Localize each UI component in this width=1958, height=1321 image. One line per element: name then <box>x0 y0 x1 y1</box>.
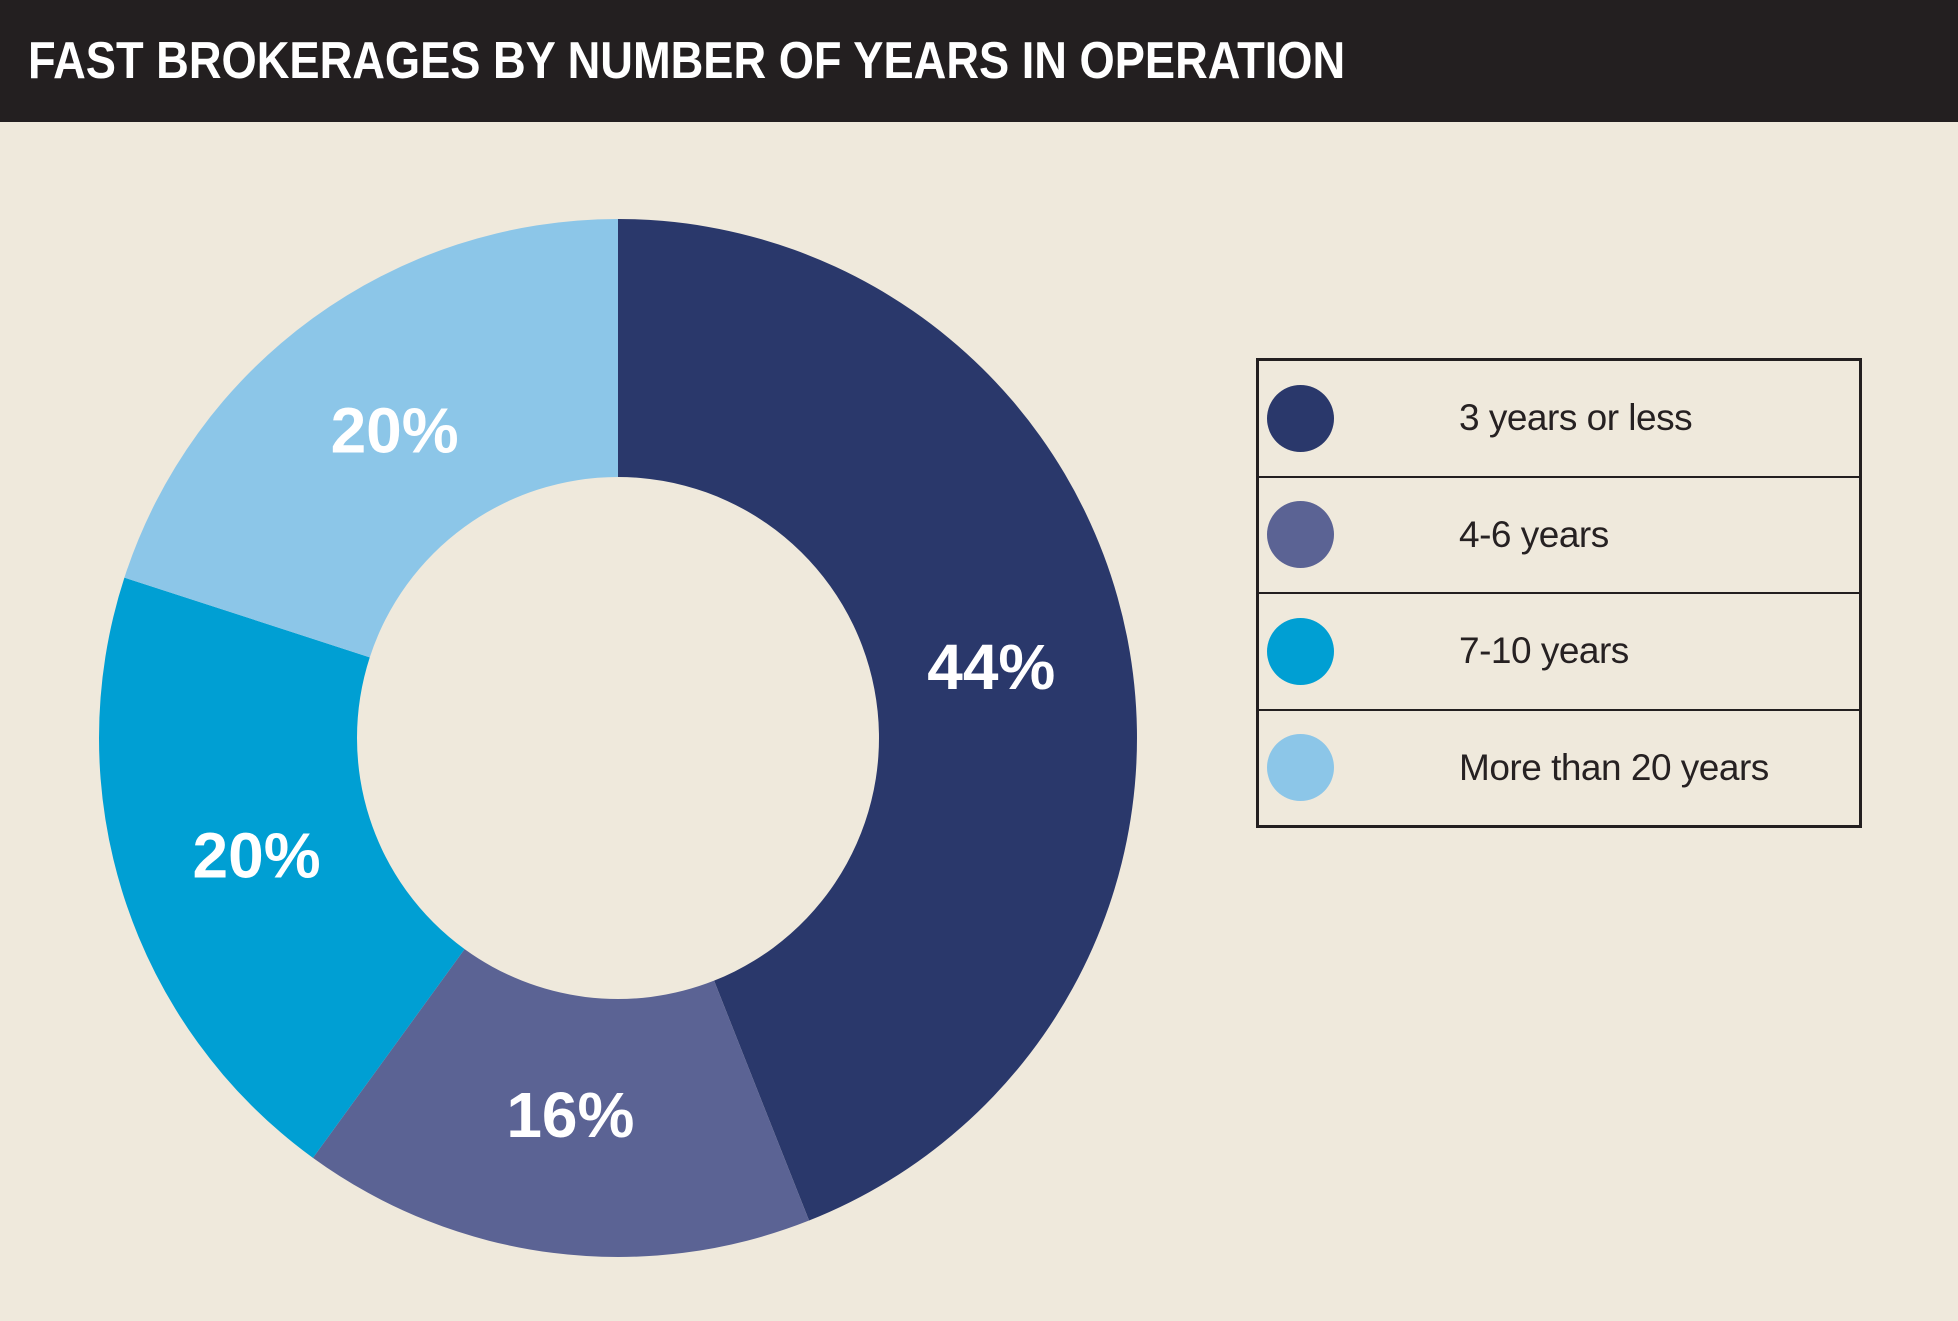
legend-swatch-dot-3-years-or-less <box>1267 384 1334 452</box>
pie-slice-more-than-20-years <box>124 219 619 658</box>
slice-label-4-6-years: 16% <box>506 1079 634 1151</box>
legend-swatch-dot-more-than-20-years <box>1267 734 1334 802</box>
slice-label-7-10-years: 20% <box>193 819 321 891</box>
legend-label: 7-10 years <box>1459 630 1629 672</box>
legend-swatch-dot-4-6-years <box>1267 501 1334 569</box>
legend-label: More than 20 years <box>1459 746 1769 788</box>
pie-slice-4-6-years <box>312 949 810 1257</box>
legend-swatch-dot-7-10-years <box>1267 617 1334 685</box>
pie-slice-7-10-years <box>98 577 465 1158</box>
legend: 3 years or less 4-6 years 7-10 years More t… <box>1256 358 1862 828</box>
slice-label-3-years-or-less: 44% <box>927 631 1055 703</box>
chart-title: FAST BROKERAGES BY NUMBER OF YEARS IN OP… <box>28 32 1346 90</box>
header-bar: FAST BROKERAGES BY NUMBER OF YEARS IN OP… <box>0 0 1958 122</box>
legend-label: 3 years or less <box>1459 397 1693 439</box>
legend-row-3-years-or-less: 3 years or less <box>1259 361 1859 478</box>
legend-row-more-than-20-years: More than 20 years <box>1259 711 1859 826</box>
pie-slice-3-years-or-less <box>618 219 1137 1221</box>
legend-row-7-10-years: 7-10 years <box>1259 594 1859 711</box>
donut-slice-labels: 44% 16% 20% 20% <box>193 395 1056 1151</box>
legend-label: 4-6 years <box>1459 513 1609 555</box>
legend-row-4-6-years: 4-6 years <box>1259 478 1859 594</box>
slice-label-more-than-20-years: 20% <box>331 395 459 467</box>
donut-slices <box>98 219 1137 1257</box>
